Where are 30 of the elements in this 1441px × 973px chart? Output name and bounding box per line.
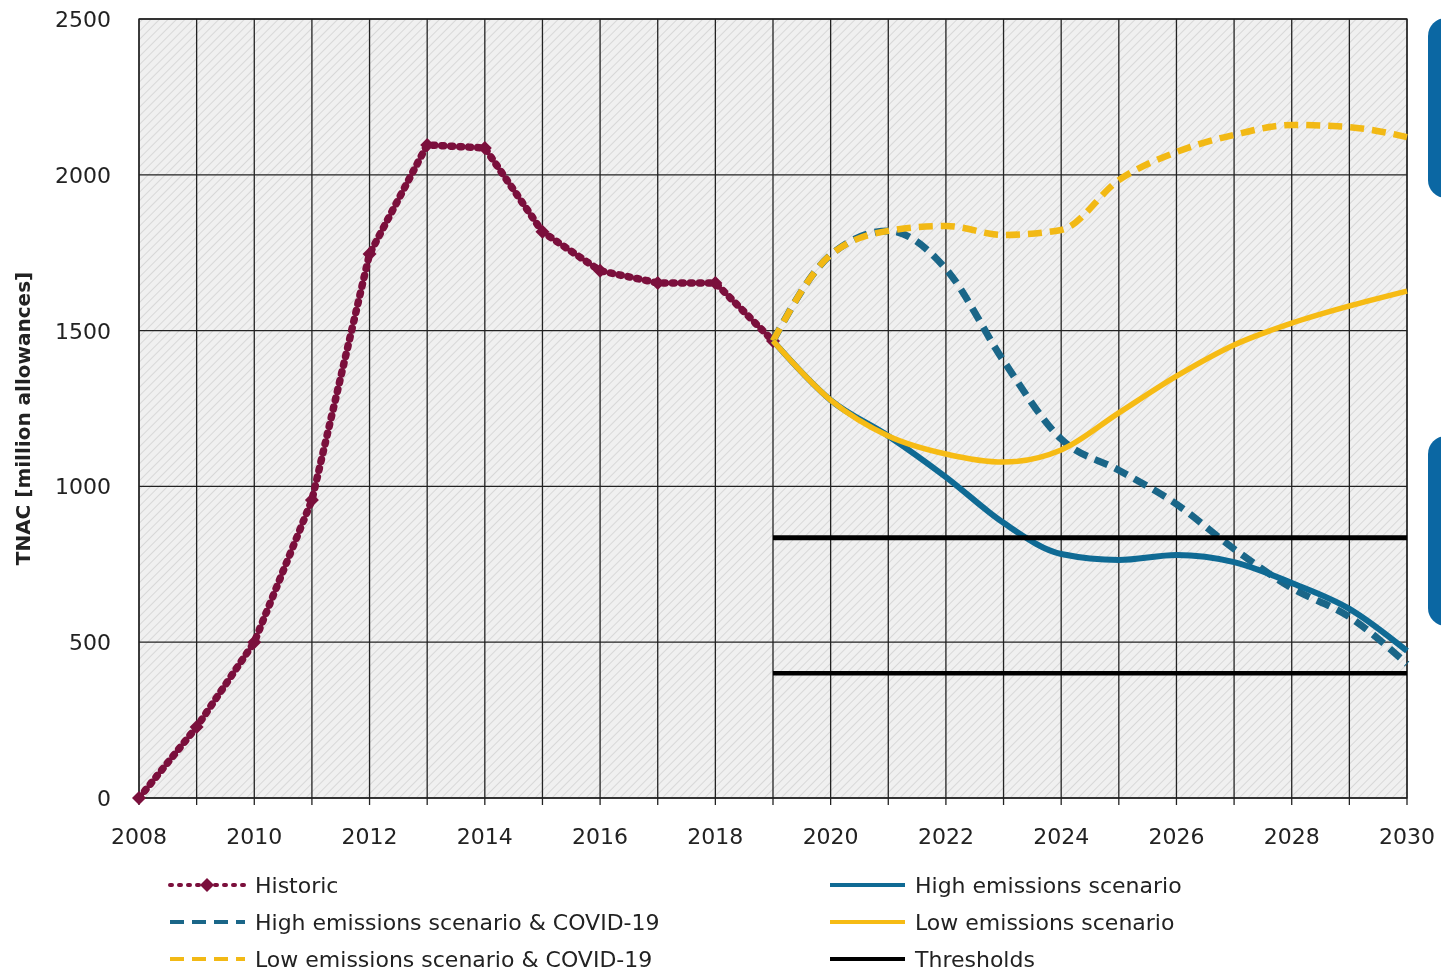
y-tick-label: 2500: [55, 7, 111, 32]
x-tick-label: 2016: [572, 824, 629, 849]
legend-label: Low emissions scenario & COVID-19: [255, 947, 653, 972]
point: [247, 635, 262, 650]
point: [304, 493, 319, 508]
x-tick-label: 2022: [917, 824, 974, 849]
y-tick-label: 1500: [55, 318, 111, 344]
x-tick-label: 2024: [1033, 824, 1090, 849]
point: [535, 224, 550, 239]
point: [189, 719, 204, 734]
legend-label: High emissions scenario: [915, 873, 1182, 898]
legend-label: Low emissions scenario: [915, 910, 1175, 935]
x-tick-label: 2014: [456, 824, 513, 849]
x-tick-label: 2008: [111, 824, 167, 849]
x-tick-label: 2010: [226, 824, 283, 849]
x-tick-label: 2012: [341, 824, 398, 849]
y-tick-label: 1000: [55, 474, 111, 500]
y-tick-label: 0: [97, 786, 111, 811]
x-tick-label: 2028: [1263, 824, 1320, 849]
legend-label: Historic: [255, 873, 339, 898]
legend-label: High emissions scenario & COVID-19: [255, 910, 660, 935]
x-tick-label: 2020: [802, 824, 859, 849]
x-tick-label: 2018: [687, 824, 744, 849]
x-tick-label: 2026: [1148, 824, 1205, 849]
x-tick-label: 2030: [1379, 824, 1435, 849]
point: [362, 246, 377, 261]
y-tick-label: 500: [69, 630, 111, 656]
y-axis-title: TNAC [million allowances]: [11, 271, 35, 566]
y-tick-label: 2000: [55, 162, 111, 188]
legend-label: Thresholds: [914, 947, 1035, 972]
